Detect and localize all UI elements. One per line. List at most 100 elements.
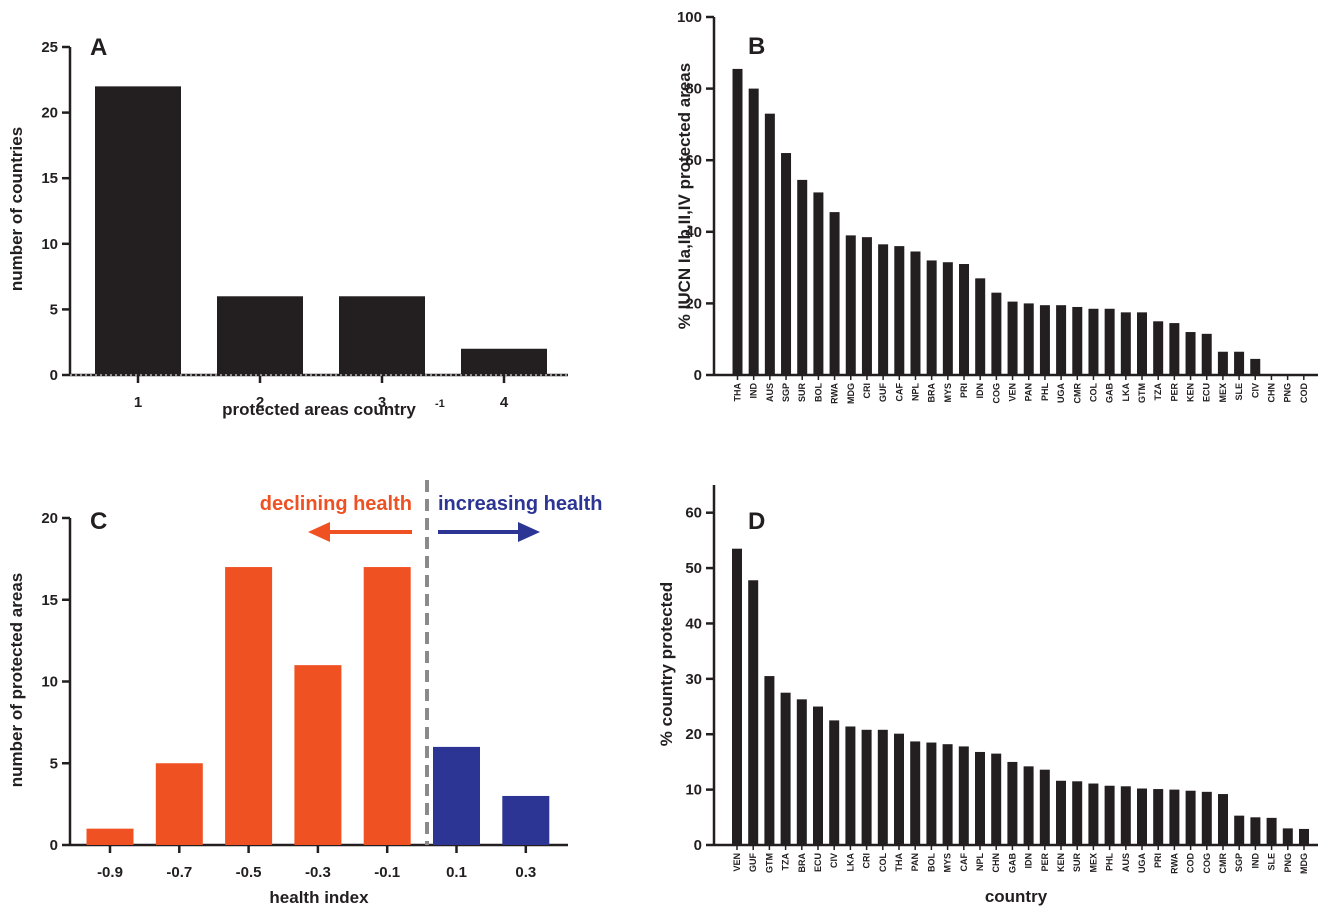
bar <box>1217 351 1228 375</box>
bar <box>829 720 840 845</box>
bar <box>1088 308 1099 375</box>
bar <box>764 676 775 845</box>
y-tick-label: 40 <box>685 224 702 241</box>
bar <box>910 251 921 375</box>
bar <box>1137 788 1147 845</box>
y-tick-label: 0 <box>694 837 702 854</box>
y-tick-label: 40 <box>685 615 702 632</box>
declining-health-label: declining health <box>260 493 412 515</box>
x-tick-label: CIV <box>829 853 839 868</box>
x-tick-label: BOL <box>813 383 823 403</box>
increasing-arrow-head <box>518 522 540 542</box>
x-tick-label: 1 <box>134 394 142 411</box>
x-tick-label: IND <box>749 383 759 399</box>
x-tick-label: -0.3 <box>305 864 331 881</box>
bar <box>781 153 792 375</box>
x-tick-label: MDG <box>846 383 856 404</box>
x-tick-label: GAB <box>1105 383 1115 404</box>
panel-letter-d: D <box>748 508 765 535</box>
x-tick-label: COL <box>1088 383 1098 403</box>
x-tick-label: KEN <box>1186 383 1196 402</box>
bar <box>780 692 791 845</box>
panel-letter-c: C <box>90 508 107 535</box>
x-tick-label: CMR <box>1072 383 1082 404</box>
x-tick-label: GTM <box>1137 383 1147 403</box>
bar <box>502 795 550 845</box>
x-tick-label: CHN <box>991 853 1001 873</box>
x-tick-label: -0.1 <box>374 864 400 881</box>
x-axis-label: health index <box>269 888 369 907</box>
y-tick-label: 0 <box>50 837 58 854</box>
bar <box>748 580 759 845</box>
bar <box>1137 312 1147 375</box>
y-tick-label: 50 <box>685 560 702 577</box>
bar <box>942 262 953 375</box>
bar <box>1153 321 1164 375</box>
x-tick-label: 0.3 <box>515 864 536 881</box>
x-tick-label: COG <box>1202 853 1212 874</box>
bar <box>461 348 547 375</box>
bar <box>1088 783 1099 845</box>
x-tick-label: PNG <box>1283 383 1293 403</box>
bar <box>796 699 807 845</box>
x-tick-label: AUS <box>765 383 775 402</box>
bar <box>1201 791 1212 845</box>
x-tick-label: ECU <box>813 853 823 872</box>
x-tick-label: GAB <box>1007 853 1017 874</box>
x-tick-label: GUF <box>748 853 758 873</box>
bar <box>861 237 872 375</box>
x-tick-label: NPL <box>975 852 985 871</box>
x-tick-label: PHL <box>1105 852 1115 871</box>
y-axis-label: % country protected <box>657 582 676 746</box>
x-tick-label: PNG <box>1283 853 1293 873</box>
x-tick-label: TZA <box>781 853 791 871</box>
bar <box>95 86 181 376</box>
bar <box>942 744 953 845</box>
x-tick-label: BRA <box>797 853 807 873</box>
bar <box>294 665 342 845</box>
x-axis-label-superscript: -1 <box>435 398 445 410</box>
bar <box>829 212 840 375</box>
bar <box>894 733 904 845</box>
x-tick-label: VEN <box>1008 383 1018 402</box>
bar <box>975 278 986 375</box>
bar <box>1056 305 1067 375</box>
bar <box>1250 358 1261 375</box>
bar <box>433 746 480 845</box>
x-tick-label: CMR <box>1218 853 1228 874</box>
y-tick-label: 20 <box>41 105 58 122</box>
y-tick-label: 20 <box>685 726 702 743</box>
y-tick-label: 15 <box>41 170 58 187</box>
bar <box>894 246 905 375</box>
bar <box>732 548 742 845</box>
panel-letter-b: B <box>748 33 765 60</box>
bar <box>732 68 743 375</box>
x-tick-label: CHN <box>1266 383 1276 403</box>
x-tick-label: IDN <box>975 383 985 399</box>
bar <box>958 746 969 845</box>
bar <box>1153 789 1164 845</box>
x-tick-label: MYS <box>943 853 953 873</box>
x-tick-label: MEX <box>1218 383 1228 403</box>
bar <box>1185 790 1196 845</box>
y-tick-label: 100 <box>677 9 702 26</box>
y-tick-label: 20 <box>685 295 702 312</box>
bar <box>1007 301 1018 375</box>
bar <box>1282 828 1293 845</box>
bar <box>1120 312 1131 375</box>
bar <box>1039 769 1050 845</box>
bar <box>1023 303 1034 375</box>
x-tick-label: GUF <box>878 383 888 403</box>
x-tick-label: SGP <box>1234 853 1244 872</box>
bar <box>813 192 824 375</box>
x-tick-label: CRI <box>862 853 872 869</box>
increasing-health-label: increasing health <box>438 493 603 515</box>
y-tick-label: 0 <box>50 367 58 384</box>
bar <box>339 296 425 375</box>
x-tick-label: RWA <box>1169 853 1179 874</box>
x-tick-label: PER <box>1169 383 1179 402</box>
bar <box>748 88 759 375</box>
x-tick-label: PRI <box>1153 853 1163 868</box>
x-tick-label: TZA <box>1153 383 1163 401</box>
y-tick-label: 5 <box>50 755 58 772</box>
